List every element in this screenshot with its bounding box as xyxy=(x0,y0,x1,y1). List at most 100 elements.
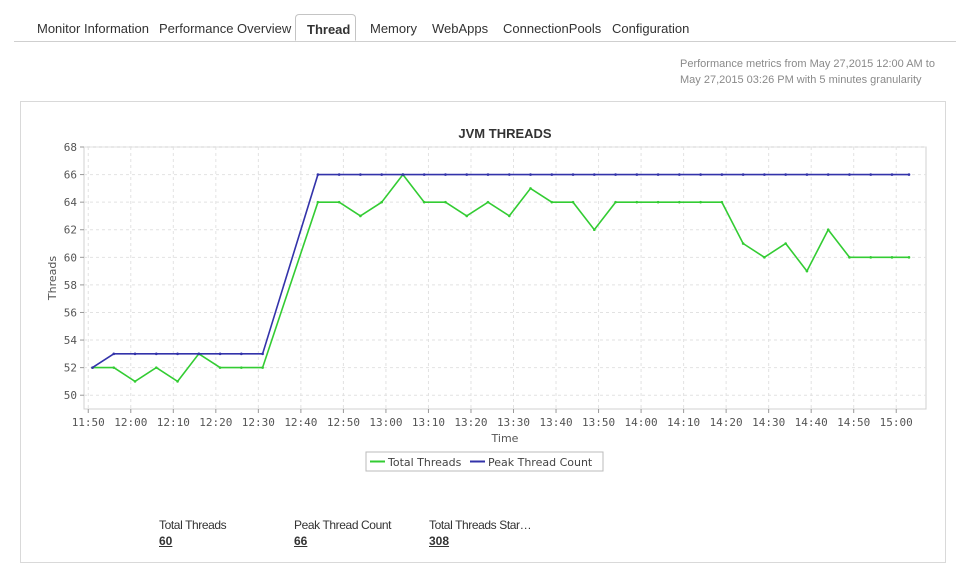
x-tick-label: 14:30 xyxy=(752,416,785,429)
x-tick-label: 13:00 xyxy=(369,416,402,429)
data-point xyxy=(741,242,745,245)
data-point xyxy=(359,173,362,176)
y-tick-label: 68 xyxy=(64,141,77,154)
legend-label-total-threads: Total Threads xyxy=(387,456,462,469)
y-tick-label: 54 xyxy=(64,334,78,347)
data-point xyxy=(784,173,787,176)
tab-connectionpools[interactable]: ConnectionPools xyxy=(503,21,602,36)
tab-thread[interactable]: Thread xyxy=(295,14,356,41)
data-point xyxy=(550,173,554,176)
metrics-range-line-2: May 27,2015 03:26 PM with 5 minutes gran… xyxy=(680,74,922,86)
y-axis-label: Threads xyxy=(46,256,59,301)
x-tick-label: 14:20 xyxy=(710,416,743,429)
data-point xyxy=(176,380,179,383)
data-point xyxy=(635,200,639,204)
x-tick-label: 13:50 xyxy=(582,416,615,429)
data-point xyxy=(337,173,341,176)
x-tick-label: 14:50 xyxy=(837,416,870,429)
data-point xyxy=(444,173,447,176)
x-tick-label: 14:40 xyxy=(795,416,828,429)
data-point xyxy=(907,173,911,176)
data-point xyxy=(507,214,511,218)
y-tick-label: 52 xyxy=(64,362,77,375)
y-tick-label: 58 xyxy=(64,279,77,292)
data-point xyxy=(805,173,809,176)
y-tick-label: 62 xyxy=(64,224,77,237)
data-point xyxy=(401,173,405,176)
x-tick-label: 13:40 xyxy=(539,416,572,429)
x-tick-label: 15:00 xyxy=(880,416,913,429)
x-tick-label: 11:50 xyxy=(72,416,105,429)
data-point xyxy=(91,366,94,369)
legend-label-peak-thread-count: Peak Thread Count xyxy=(488,456,593,469)
data-point xyxy=(720,173,724,176)
stat-total-threads-started-label: Total Threads Star… xyxy=(429,518,532,532)
x-tick-label: 13:10 xyxy=(412,416,445,429)
data-point xyxy=(826,228,830,232)
series-line-total-threads xyxy=(92,173,909,383)
x-tick-label: 14:00 xyxy=(625,416,658,429)
data-point xyxy=(614,173,617,176)
y-tick-label: 64 xyxy=(64,196,78,209)
data-point xyxy=(154,366,158,369)
stat-peak-thread-count-value[interactable]: 66 xyxy=(294,534,308,548)
data-point xyxy=(550,200,554,204)
data-point xyxy=(261,366,264,369)
data-point xyxy=(678,173,681,176)
x-tick-label: 13:30 xyxy=(497,416,530,429)
data-point xyxy=(763,256,766,259)
data-point xyxy=(805,269,809,273)
data-point xyxy=(316,200,320,204)
data-point xyxy=(656,173,660,176)
data-point xyxy=(380,200,383,204)
stat-total-threads-label: Total Threads xyxy=(159,518,227,532)
metrics-range-info: Performance metrics from May 27,2015 12:… xyxy=(680,56,960,88)
stat-peak-thread-count-label: Peak Thread Count xyxy=(294,518,392,532)
tab-configuration[interactable]: Configuration xyxy=(612,21,690,36)
data-point xyxy=(133,352,137,356)
data-point xyxy=(197,352,201,356)
x-tick-label: 13:20 xyxy=(454,416,487,429)
stat-total-threads: Total Threads 60 xyxy=(159,518,227,548)
data-point xyxy=(465,173,469,176)
data-point xyxy=(529,173,532,176)
chart-panel: 50 52 54 56 58 60 62 64 66 68 11:50 12:00 12:10 12:20… xyxy=(20,101,946,563)
stat-total-threads-started-value[interactable]: 308 xyxy=(429,534,450,548)
tab-performance-overview[interactable]: Performance Overview xyxy=(159,21,292,36)
data-point xyxy=(741,173,745,176)
data-point xyxy=(261,352,264,356)
series-line-peak-thread-count xyxy=(92,173,909,369)
x-tick-label: 12:20 xyxy=(199,416,232,429)
x-tick-label: 12:50 xyxy=(327,416,360,429)
data-point xyxy=(720,200,724,204)
data-point xyxy=(656,200,660,204)
tab-webapps[interactable]: WebApps xyxy=(432,21,489,36)
data-point xyxy=(422,200,426,204)
metrics-range-line-1: Performance metrics from May 27,2015 12:… xyxy=(680,58,935,70)
data-point xyxy=(359,214,362,218)
data-point xyxy=(486,173,490,176)
data-point xyxy=(571,173,575,176)
x-axis-label: Time xyxy=(491,432,519,445)
data-point xyxy=(593,228,596,232)
data-point xyxy=(133,380,137,383)
tab-monitor-information[interactable]: Monitor Information xyxy=(37,21,149,36)
data-point xyxy=(422,173,426,176)
data-point xyxy=(593,173,596,176)
data-point xyxy=(614,200,617,204)
tab-memory[interactable]: Memory xyxy=(370,21,417,36)
data-point xyxy=(529,187,532,190)
data-point xyxy=(218,366,222,369)
data-point xyxy=(465,214,469,218)
data-point xyxy=(635,173,639,176)
stat-total-threads-value[interactable]: 60 xyxy=(159,534,173,548)
data-point xyxy=(486,200,490,204)
data-point xyxy=(699,200,702,204)
data-point xyxy=(678,200,681,204)
stat-peak-thread-count: Peak Thread Count 66 xyxy=(294,518,391,548)
data-point xyxy=(507,173,511,176)
data-point xyxy=(176,352,179,356)
data-point xyxy=(316,173,320,176)
data-point xyxy=(763,173,766,176)
x-tick-label: 12:10 xyxy=(157,416,190,429)
